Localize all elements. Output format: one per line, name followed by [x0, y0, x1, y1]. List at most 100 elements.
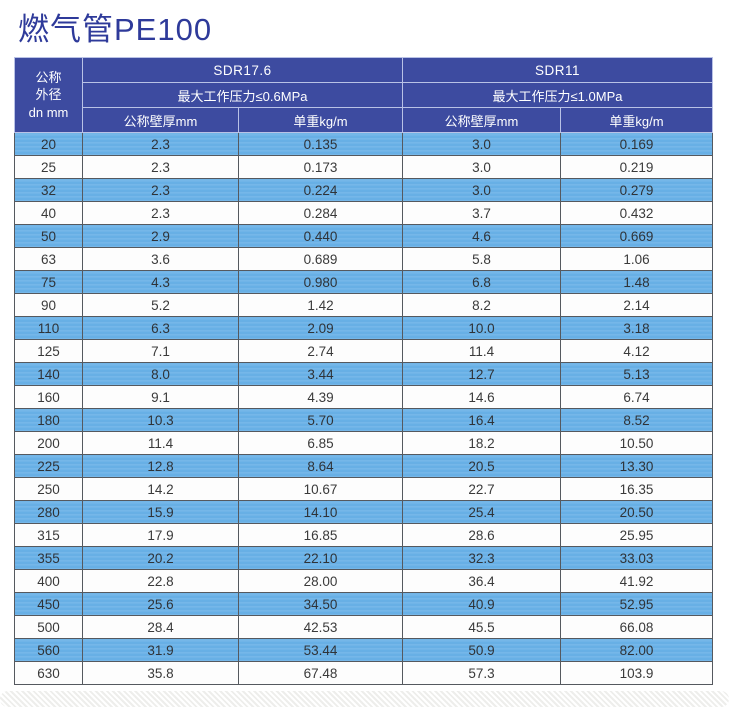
table-cell: 31.9 [82, 638, 239, 662]
table-cell: 560 [14, 638, 83, 662]
table-row: 110 6.3 2.09 10.0 3.18 [14, 316, 713, 340]
table-cell: 0.219 [560, 155, 713, 179]
table-cell: 6.8 [402, 270, 561, 294]
table-row: 125 7.1 2.74 11.4 4.12 [14, 339, 713, 363]
table-cell: 20.5 [402, 454, 561, 478]
table-cell: 3.0 [402, 178, 561, 202]
page-title: 燃气管PE100 [18, 12, 213, 47]
table-cell: 16.35 [560, 477, 713, 501]
diameter-label-line1: 公称 [35, 69, 62, 85]
table-cell: 42.53 [238, 615, 403, 639]
table-cell: 1.42 [238, 293, 403, 317]
table-cell: 5.13 [560, 362, 713, 386]
table-row: 25 2.3 0.173 3.0 0.219 [14, 155, 713, 179]
table-cell: 355 [14, 546, 83, 570]
table-cell: 0.224 [238, 178, 403, 202]
table-cell: 103.9 [560, 661, 713, 685]
table-cell: 0.440 [238, 224, 403, 248]
table-cell: 3.0 [402, 155, 561, 179]
table-cell: 11.4 [82, 431, 239, 455]
table-cell: 14.2 [82, 477, 239, 501]
table-cell: 0.689 [238, 247, 403, 271]
table-cell: 28.6 [402, 523, 561, 547]
table-cell: 20 [14, 132, 83, 156]
table-cell: 10.3 [82, 408, 239, 432]
table-cell: 90 [14, 293, 83, 317]
table-cell: 82.00 [560, 638, 713, 662]
table-cell: 28.4 [82, 615, 239, 639]
table-cell: 6.3 [82, 316, 239, 340]
table-row: 250 14.2 10.67 22.7 16.35 [14, 477, 713, 501]
header-wall-thickness-sdr176: 公称壁厚mm [82, 107, 239, 133]
diameter-label-line3: dn mm [28, 104, 69, 120]
table-row: 75 4.3 0.980 6.8 1.48 [14, 270, 713, 294]
table-row: 630 35.8 67.48 57.3 103.9 [14, 661, 713, 685]
table-cell: 225 [14, 454, 83, 478]
table-cell: 0.173 [238, 155, 403, 179]
table-cell: 16.85 [238, 523, 403, 547]
table-cell: 6.74 [560, 385, 713, 409]
table-cell: 10.0 [402, 316, 561, 340]
table-cell: 500 [14, 615, 83, 639]
table-cell: 57.3 [402, 661, 561, 685]
table-cell: 14.6 [402, 385, 561, 409]
table-cell: 25.95 [560, 523, 713, 547]
table-cell: 0.669 [560, 224, 713, 248]
table-cell: 8.64 [238, 454, 403, 478]
table-row: 180 10.3 5.70 16.4 8.52 [14, 408, 713, 432]
table-cell: 0.135 [238, 132, 403, 156]
table-cell: 5.8 [402, 247, 561, 271]
table-cell: 125 [14, 339, 83, 363]
table-cell: 8.0 [82, 362, 239, 386]
table-cell: 75 [14, 270, 83, 294]
table-cell: 3.44 [238, 362, 403, 386]
table-row: 450 25.6 34.50 40.9 52.95 [14, 592, 713, 616]
table-cell: 20.2 [82, 546, 239, 570]
table-cell: 16.4 [402, 408, 561, 432]
table-cell: 22.10 [238, 546, 403, 570]
table-cell: 25.4 [402, 500, 561, 524]
table-cell: 22.7 [402, 477, 561, 501]
table-cell: 2.3 [82, 132, 239, 156]
table-row: 90 5.2 1.42 8.2 2.14 [14, 293, 713, 317]
header-unit-weight-sdr11: 单重kg/m [560, 107, 713, 133]
table-header: 公称 外径 dn mm SDR17.6 SDR11 最大工作压力≤0.6MPa … [14, 57, 713, 133]
table-cell: 41.92 [560, 569, 713, 593]
table-cell: 0.284 [238, 201, 403, 225]
table-cell: 8.52 [560, 408, 713, 432]
table-cell: 3.18 [560, 316, 713, 340]
table-row: 32 2.3 0.224 3.0 0.279 [14, 178, 713, 202]
table-row: 355 20.2 22.10 32.3 33.03 [14, 546, 713, 570]
table-cell: 53.44 [238, 638, 403, 662]
table-cell: 35.8 [82, 661, 239, 685]
table-cell: 10.50 [560, 431, 713, 455]
table-cell: 66.08 [560, 615, 713, 639]
table-cell: 2.14 [560, 293, 713, 317]
table-cell: 400 [14, 569, 83, 593]
table-row: 225 12.8 8.64 20.5 13.30 [14, 454, 713, 478]
table-cell: 2.9 [82, 224, 239, 248]
header-max-pressure-sdr176: 最大工作压力≤0.6MPa [82, 82, 403, 108]
table-cell: 3.0 [402, 132, 561, 156]
header-max-pressure-sdr11: 最大工作压力≤1.0MPa [402, 82, 713, 108]
table-cell: 22.8 [82, 569, 239, 593]
diameter-label-line2: 外径 [35, 87, 62, 103]
table-cell: 8.2 [402, 293, 561, 317]
table-cell: 110 [14, 316, 83, 340]
table-row: 20 2.3 0.135 3.0 0.169 [14, 132, 713, 156]
table-cell: 4.39 [238, 385, 403, 409]
table-cell: 25.6 [82, 592, 239, 616]
table-row: 560 31.9 53.44 50.9 82.00 [14, 638, 713, 662]
header-nominal-outer-diameter: 公称 外径 dn mm [14, 57, 83, 133]
table-cell: 50.9 [402, 638, 561, 662]
table-cell: 450 [14, 592, 83, 616]
table-cell: 32 [14, 178, 83, 202]
table-cell: 18.2 [402, 431, 561, 455]
table-cell: 67.48 [238, 661, 403, 685]
table-cell: 4.12 [560, 339, 713, 363]
table-row: 400 22.8 28.00 36.4 41.92 [14, 569, 713, 593]
table-cell: 63 [14, 247, 83, 271]
table-cell: 3.7 [402, 201, 561, 225]
table-cell: 14.10 [238, 500, 403, 524]
